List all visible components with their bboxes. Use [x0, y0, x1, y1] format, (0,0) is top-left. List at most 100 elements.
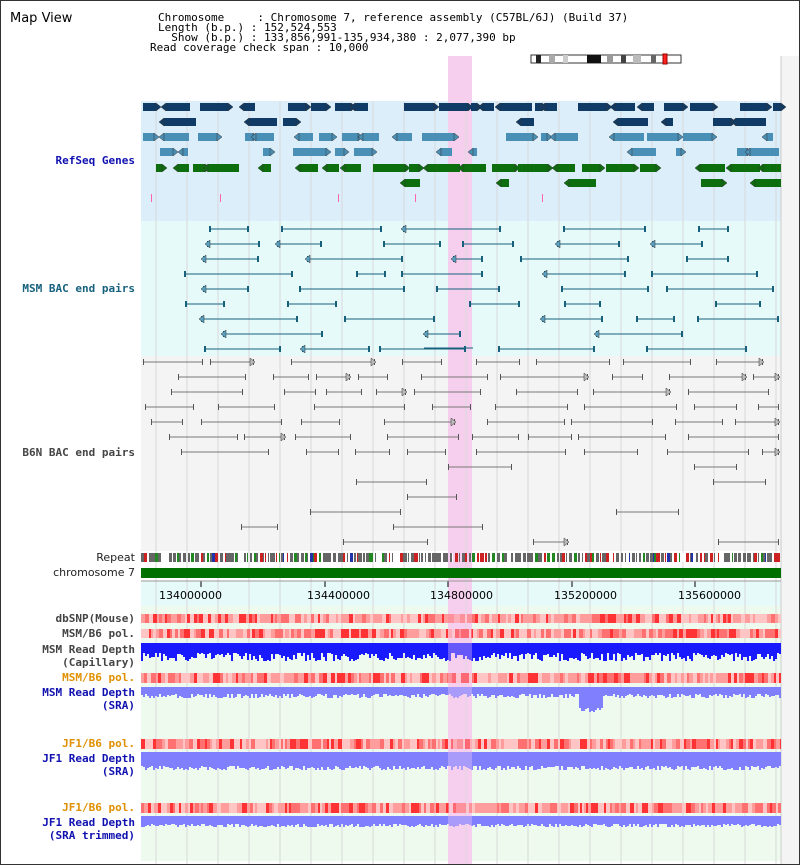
- msm-read-depth-sra-bar: [389, 687, 391, 695]
- msm-b6-pol-sra-heat-cell: [223, 673, 226, 683]
- jf1-read-depth-sra-bar: [515, 752, 517, 769]
- b6n-bac-end-pairs-label[interactable]: B6N BAC end pairs: [22, 446, 135, 459]
- jf1-read-depth-trimmed-bar: [477, 816, 479, 824]
- jf1-b6-pol-heat-cell: [521, 739, 524, 749]
- jf1-b6-pol-heat-cell: [507, 739, 510, 749]
- jf1-b6-pol-heat-cell: [669, 739, 672, 749]
- dbsnp-heat-cell: [230, 614, 233, 623]
- jf1-read-depth-sra-bar: [449, 752, 451, 766]
- msm-read-depth-sra-bar: [213, 687, 215, 695]
- b6n-bac-end: [237, 434, 238, 440]
- msm-read-depth-capillary-bar: [331, 643, 333, 654]
- msm-read-depth-sra-bar: [277, 687, 279, 698]
- msm-read-depth-sra-bar: [537, 687, 539, 698]
- jf1-b6-pol-heat-cell: [633, 739, 635, 749]
- jf1-read-depth-trimmed-bar: [745, 816, 747, 825]
- msm-read-depth-capillary-bar: [745, 643, 747, 657]
- repeat-element: [485, 553, 487, 562]
- jf1-read-depth-sra-bar: [503, 752, 505, 768]
- msm-bac-end: [698, 226, 700, 232]
- jf1-read-depth-trimmed-bar: [529, 816, 531, 826]
- refseq-gene-block: [397, 133, 412, 141]
- msm-bac-arrow: [220, 329, 227, 339]
- msm-read-depth-sra-bar: [365, 687, 367, 697]
- msm-read-depth-capillary-bar: [499, 643, 501, 659]
- jf1-read-depth-sra-bar: [367, 752, 369, 768]
- jf1-read-depth-sra-bar: [581, 752, 583, 766]
- jf1-b6-pol-heat-cell: [246, 739, 249, 749]
- dbsnp-heat-cell: [608, 614, 610, 623]
- msm-read-depth-sra-bar: [463, 687, 465, 694]
- jf1-read-depth-trimmed-bar: [399, 816, 401, 824]
- repeat-element: [679, 553, 680, 562]
- gene-strand-arrow: [547, 163, 554, 173]
- msm-b6-pol-sra-heat-cell: [304, 673, 308, 683]
- msm-bac-arrow: [422, 329, 429, 339]
- msm-read-depth-sra-bar: [601, 687, 603, 708]
- msm-b6-pol-sra-heat-cell: [359, 673, 361, 683]
- dbsnp-heat-cell: [502, 614, 506, 623]
- repeat-element: [674, 553, 675, 562]
- jf1-read-depth-sra-bar: [301, 752, 303, 770]
- msm-bac-end-pairs-label[interactable]: MSM BAC end pairs: [22, 282, 135, 295]
- repeat-element: [419, 553, 420, 562]
- b6n-bac-end: [642, 374, 643, 380]
- refseq-genes-label[interactable]: RefSeq Genes: [55, 154, 135, 167]
- dbsnp-heat-cell: [494, 614, 498, 623]
- msm-b6-pol-sra-heat-cell: [652, 673, 655, 683]
- jf1-read-depth-trimmed-bar: [419, 816, 421, 824]
- jf1-b6-pol-heat-cell: [234, 739, 236, 749]
- jf1-b6-pol-trimmed-heat-cell: [269, 803, 272, 813]
- msm-b6-pol-sra-heat-cell: [528, 673, 531, 683]
- jf1-read-depth-trimmed-bar: [405, 816, 407, 825]
- jf1-b6-pol-heat-cell: [529, 739, 531, 749]
- dbsnp-heat-cell: [767, 614, 769, 623]
- jf1-read-depth-trimmed-bar: [175, 816, 177, 825]
- gene-strand-arrow: [721, 178, 728, 188]
- msm-read-depth-capillary-bar: [677, 643, 679, 653]
- jf1-read-depth-trimmed-bar: [187, 816, 189, 825]
- msm-read-depth-sra-bar: [631, 687, 633, 695]
- jf1-read-depth-sra-bar: [193, 752, 195, 769]
- jf1-read-depth-trimmed-bar: [433, 816, 435, 827]
- jf1-b6-pol-trimmed-heat-cell: [570, 803, 574, 813]
- b6n-bac-end: [476, 359, 477, 365]
- jf1-read-depth-trimmed-bar: [215, 816, 217, 827]
- msm-b6-pol-heat-cell: [441, 629, 443, 638]
- msm-read-depth-sra-bar: [629, 687, 631, 694]
- jf1-read-depth-sra-bar: [655, 752, 657, 770]
- repeat-element: [726, 553, 729, 562]
- jf1-read-depth-trimmed-bar: [385, 816, 387, 826]
- refseq-gene-block: [700, 164, 725, 172]
- refseq-tick-mark: [542, 194, 543, 202]
- msm-read-depth-capillary-bar: [413, 643, 415, 655]
- msm-read-depth-sra-bar: [435, 687, 437, 695]
- msm-b6-pol-heat-cell: [263, 629, 265, 638]
- repeat-element: [395, 553, 398, 562]
- dbsnp-heat-cell: [218, 614, 221, 623]
- repeat-element: [149, 553, 152, 562]
- refseq-gene-block: [355, 103, 368, 111]
- jf1-read-depth-trimmed-bar: [677, 816, 679, 825]
- repeat-element: [769, 553, 772, 562]
- msm-read-depth-capillary-bar: [483, 643, 485, 656]
- jf1-read-depth-trimmed-bar: [587, 816, 589, 825]
- msm-b6-pol-sra-heat-cell: [364, 673, 367, 683]
- jf1-read-depth-trimmed-bar: [747, 816, 749, 826]
- jf1-read-depth-sra-bar: [297, 752, 299, 768]
- repeat-element: [462, 553, 465, 562]
- jf1-read-depth-sra-label-2: (SRA): [101, 765, 135, 778]
- jf1-b6-pol-trimmed-heat-cell: [304, 803, 308, 813]
- jf1-read-depth-trimmed-bar: [313, 816, 315, 827]
- jf1-b6-pol-heat-cell: [162, 739, 165, 749]
- msm-read-depth-sra-bar: [705, 687, 707, 698]
- jf1-read-depth-sra-bar: [307, 752, 309, 768]
- jf1-read-depth-sra-bar: [513, 752, 515, 767]
- jf1-b6-pol-heat-cell: [475, 739, 478, 749]
- jf1-read-depth-sra-bar: [599, 752, 601, 770]
- refseq-gene-block: [166, 103, 190, 111]
- jf1-b6-pol-trimmed-heat-cell: [648, 803, 652, 813]
- msm-read-depth-sra-bar: [433, 687, 435, 694]
